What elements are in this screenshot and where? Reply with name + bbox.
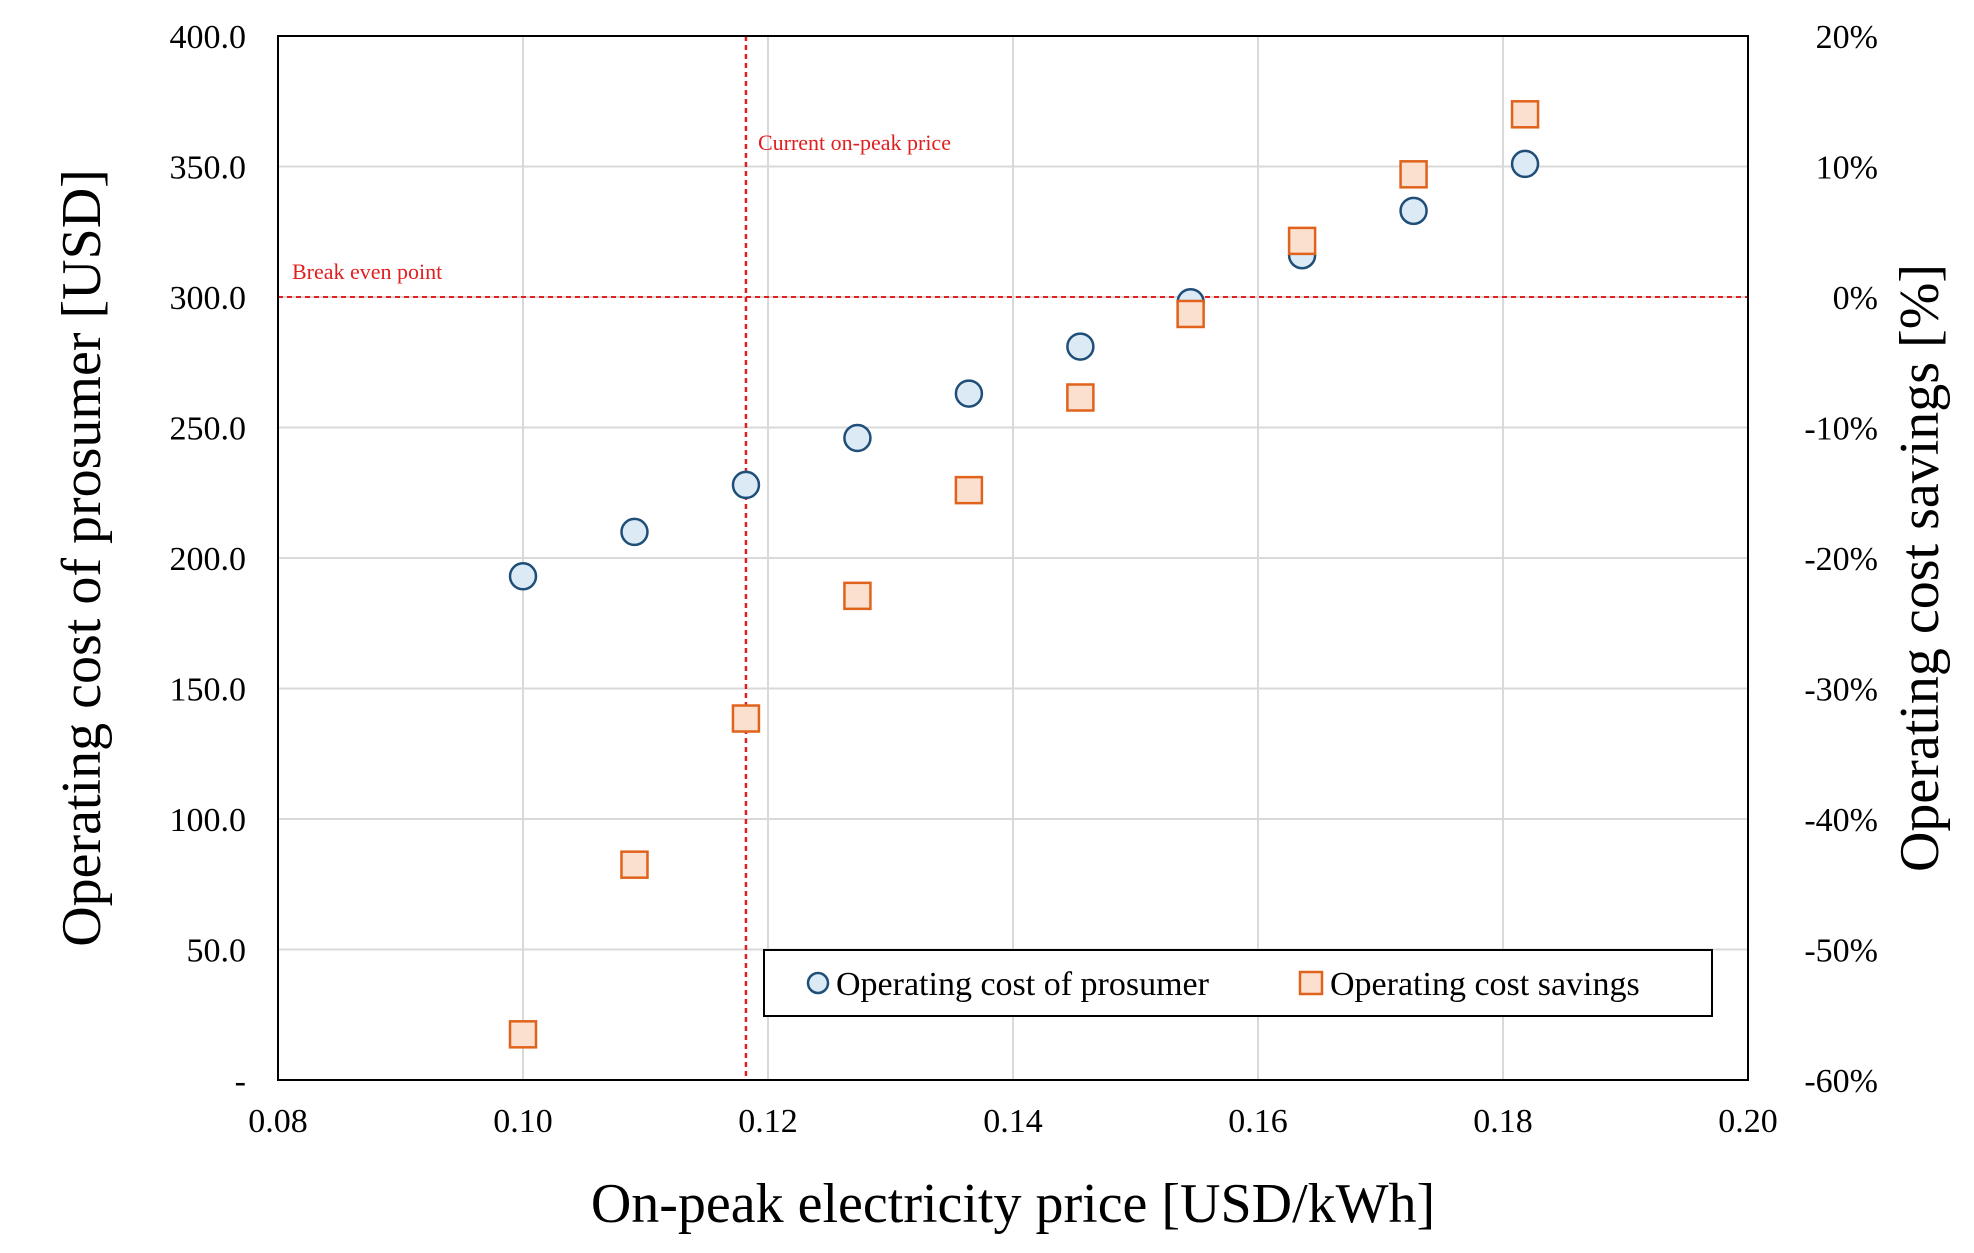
y2-tick-label: -30% — [1804, 672, 1878, 709]
cost-savings-point — [1510, 100, 1540, 129]
prosumer-cost-point — [508, 562, 538, 591]
y2-tick-label: -20% — [1804, 541, 1878, 578]
y2-tick-label: 20% — [1816, 19, 1878, 56]
cost-savings-point — [1287, 226, 1317, 256]
cost-savings-point — [1399, 160, 1428, 189]
current-price-annotation: Current on-peak price — [758, 130, 951, 155]
y-tick-label: 150.0 — [170, 672, 247, 709]
prosumer-cost-point — [731, 470, 761, 500]
grid — [277, 35, 1749, 1081]
y-tick-label: 300.0 — [170, 280, 247, 317]
y2-tick-label: -60% — [1804, 1063, 1878, 1100]
x-tick-label: 0.12 — [738, 1103, 798, 1140]
legend-circle-marker — [806, 971, 830, 995]
y-axis-ticks: - 50.0 100.0 150.0 200.0 250.0 300.0 350.0 400.0 — [170, 19, 247, 1100]
x-tick-label: 0.10 — [493, 1103, 553, 1140]
x-tick-label: 0.16 — [1228, 1103, 1288, 1140]
legend-square-marker — [1298, 970, 1324, 996]
x-tick-label: 0.14 — [983, 1103, 1043, 1140]
x-tick-label: 0.18 — [1473, 1103, 1533, 1140]
legend: Operating cost of prosumer Operating cos… — [763, 949, 1713, 1017]
y2-tick-label: 0% — [1833, 280, 1878, 317]
y-axis-title: Operating cost of prosumer [USD] — [51, 169, 113, 947]
prosumer-cost-point — [1510, 149, 1540, 179]
legend-label-cost-savings: Operating cost savings — [1330, 966, 1640, 1003]
y2-axis-title: Operating cost savings [%] — [1889, 264, 1951, 872]
data-marks — [508, 100, 1540, 1049]
y-tick-label: 350.0 — [170, 150, 247, 187]
cost-savings-point — [843, 581, 872, 611]
x-tick-label: 0.20 — [1718, 1103, 1778, 1140]
legend-box — [763, 949, 1713, 1017]
y2-axis-ticks: -60% -50% -40% -30% -20% -10% 0% 10% 20% — [1804, 19, 1878, 1100]
prosumer-cost-point — [954, 379, 984, 408]
cost-savings-point — [1176, 299, 1205, 329]
y-tick-label: - — [235, 1063, 246, 1100]
x-axis-ticks: 0.08 0.10 0.12 0.14 0.16 0.18 0.20 — [248, 1103, 1778, 1140]
legend-label-prosumer-cost: Operating cost of prosumer — [836, 966, 1210, 1003]
y2-tick-label: -50% — [1804, 933, 1878, 970]
reference-lines — [278, 36, 1748, 1080]
y-tick-label: 50.0 — [187, 933, 247, 970]
cost-savings-point — [508, 1020, 538, 1049]
y2-tick-label: -10% — [1804, 411, 1878, 448]
cost-savings-point — [1066, 383, 1095, 412]
y2-tick-label: 10% — [1816, 150, 1878, 187]
break-even-annotation: Break even point — [292, 259, 442, 284]
y-tick-label: 400.0 — [170, 19, 247, 56]
y2-tick-label: -40% — [1804, 802, 1878, 839]
cost-savings-point — [620, 850, 649, 879]
plot-frame — [277, 35, 1749, 1081]
cost-savings-point — [954, 475, 984, 505]
y-tick-label: 100.0 — [170, 802, 247, 839]
prosumer-cost-point — [620, 517, 649, 547]
x-axis-title: On-peak electricity price [USD/kWh] — [591, 1173, 1435, 1235]
cost-savings-point — [731, 704, 761, 733]
prosumer-cost-point — [1399, 196, 1428, 226]
prosumer-cost-point — [1066, 332, 1095, 361]
prosumer-cost-point — [843, 423, 872, 453]
x-tick-label: 0.08 — [248, 1103, 308, 1140]
y-tick-label: 200.0 — [170, 541, 247, 578]
y-tick-label: 250.0 — [170, 411, 247, 448]
